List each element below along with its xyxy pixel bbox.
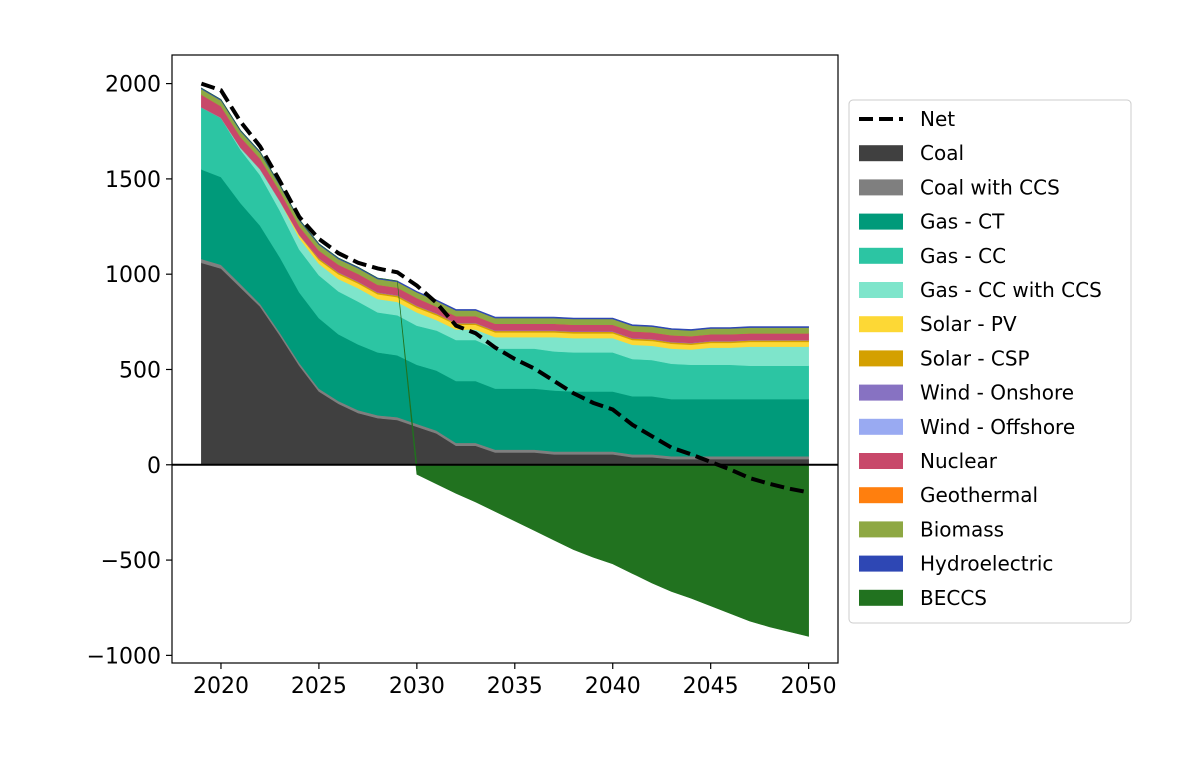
legend-label-coal-with-ccs: Coal with CCS xyxy=(920,175,1060,199)
legend-label-biomass: Biomass xyxy=(920,517,1004,541)
legend-swatch-wind-onshore xyxy=(859,384,903,401)
legend-swatch-hydroelectric xyxy=(859,555,903,572)
x-tick-label: 2045 xyxy=(683,674,739,699)
legend-label-wind-onshore: Wind - Onshore xyxy=(920,381,1074,405)
legend-swatch-geothermal xyxy=(859,487,903,504)
legend-label-hydroelectric: Hydroelectric xyxy=(920,552,1053,576)
legend-swatch-biomass xyxy=(859,521,903,538)
legend-label-wind-offshore: Wind - Offshore xyxy=(920,415,1075,439)
area-beccs xyxy=(201,87,809,637)
legend-swatch-gas-ct xyxy=(859,213,903,230)
y-tick-label: 0 xyxy=(147,454,161,479)
legend-swatch-coal-with-ccs xyxy=(859,179,903,196)
y-axis: −1000 −500 0 500 1000 1500 2000 xyxy=(87,73,172,669)
x-tick-label: 2025 xyxy=(291,674,347,699)
net-line-group xyxy=(200,81,810,495)
x-tick-label: 2035 xyxy=(487,674,543,699)
legend-label-net: Net xyxy=(920,107,955,131)
legend-box xyxy=(848,99,1132,624)
legend-label-coal: Coal xyxy=(920,141,964,165)
legend-label-solar-csp: Solar - CSP xyxy=(920,346,1030,370)
legend-label-gas-ct: Gas - CT xyxy=(920,210,1005,234)
legend-swatch-gas-cc xyxy=(859,247,903,264)
area-hydroelectric xyxy=(201,87,809,331)
x-tick-label: 2050 xyxy=(781,674,837,699)
legend-label-geothermal: Geothermal xyxy=(920,483,1038,507)
net-line xyxy=(200,81,810,495)
plot-frame xyxy=(171,54,839,664)
x-tick-label: 2040 xyxy=(585,674,641,699)
y-tick-label: 2000 xyxy=(105,73,161,98)
legend-label-gas-cc: Gas - CC xyxy=(920,244,1006,268)
x-tick-label: 2030 xyxy=(389,674,445,699)
y-tick-label: −1000 xyxy=(87,644,161,669)
legend-swatch-solar-pv xyxy=(859,316,903,333)
legend-swatch-beccs xyxy=(859,589,903,606)
legend-swatch-coal xyxy=(859,145,903,162)
y-tick-label: 500 xyxy=(119,358,161,383)
legend: Net Coal Coal with CCS Gas - CT Gas - CC Gas … xyxy=(848,99,1132,624)
legend-label-gas-cc-with-ccs: Gas - CC with CCS xyxy=(920,278,1102,302)
area-series-group xyxy=(201,87,809,637)
legend-label-beccs: BECCS xyxy=(920,586,987,610)
y-tick-label: 1500 xyxy=(105,168,161,193)
legend-swatch-solar-csp xyxy=(859,350,903,367)
x-axis: 2020 2025 2030 2035 2040 2045 2050 xyxy=(193,663,837,699)
legend-label-solar-pv: Solar - PV xyxy=(920,312,1017,336)
legend-label-nuclear: Nuclear xyxy=(920,449,998,473)
x-tick-label: 2020 xyxy=(193,674,249,699)
legend-swatch-wind-offshore xyxy=(859,418,903,435)
legend-swatch-gas-cc-with-ccs xyxy=(859,282,903,298)
y-tick-label: 1000 xyxy=(105,263,161,288)
y-tick-label: −500 xyxy=(101,549,161,574)
legend-swatch-nuclear xyxy=(859,453,903,469)
